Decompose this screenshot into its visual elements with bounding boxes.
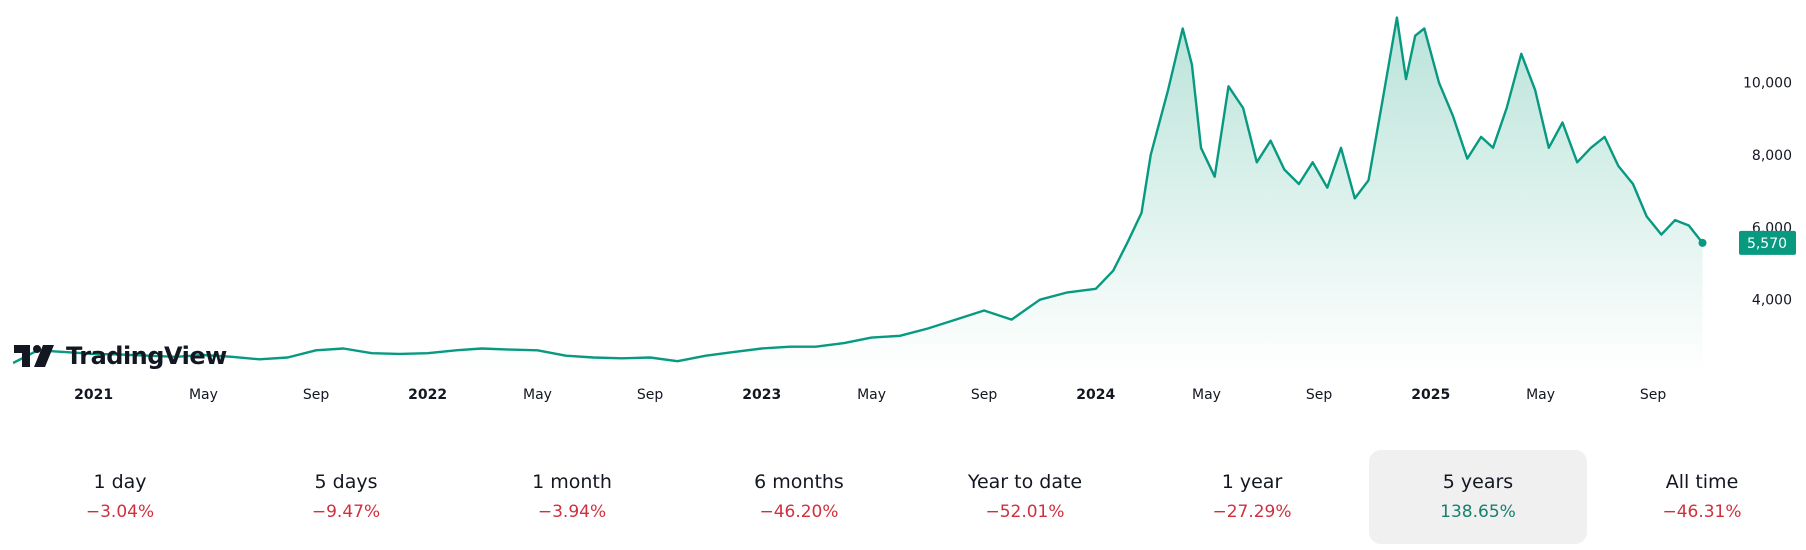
x-tick-label: 2025	[1411, 387, 1450, 403]
tradingview-logo: TradingView	[14, 338, 227, 374]
x-tick-label: 2024	[1076, 387, 1115, 403]
x-tick-label: Sep	[971, 387, 998, 403]
period-option-5-days[interactable]: 5 days −9.47%	[237, 450, 455, 544]
x-tick-label: 2022	[408, 387, 447, 403]
x-tick-label: Sep	[637, 387, 664, 403]
tradingview-logo-icon	[14, 345, 54, 367]
period-change-value: −3.04%	[85, 502, 155, 522]
x-tick-label: May	[1526, 387, 1555, 403]
period-selector: 1 day −3.04% 5 days −9.47% 1 month −3.94% 6 mo…	[0, 450, 1806, 544]
period-change-value: −9.47%	[311, 502, 381, 522]
y-tick-label: 10,000	[1743, 76, 1792, 92]
period-option-1-month[interactable]: 1 month −3.94%	[463, 450, 681, 544]
period-label: 5 years	[1442, 471, 1514, 493]
x-tick-label: 2021	[74, 387, 113, 403]
x-tick-label: Sep	[1640, 387, 1667, 403]
x-axis: 2021 May Sep 2022 May Sep 2023 May Sep 2024 May Sep…	[74, 387, 1666, 403]
last-price-dot	[1698, 238, 1707, 247]
x-tick-label: May	[523, 387, 552, 403]
period-change-value: −27.29%	[1212, 502, 1292, 522]
period-option-all-time[interactable]: All time −46.31%	[1593, 450, 1806, 544]
x-tick-label: 2023	[742, 387, 781, 403]
last-price-value: 5,570	[1747, 236, 1787, 252]
price-line	[12, 16, 1704, 365]
period-label: 1 month	[532, 471, 612, 493]
y-tick-label: 4,000	[1752, 293, 1792, 309]
period-change-value: −52.01%	[985, 502, 1065, 522]
tradingview-logo-text: TradingView	[66, 342, 227, 370]
x-tick-label: May	[189, 387, 218, 403]
period-option-6-months[interactable]: 6 months −46.20%	[690, 450, 908, 544]
x-tick-label: May	[1192, 387, 1221, 403]
period-label: 5 days	[314, 471, 378, 493]
price-area-fill	[13, 17, 1703, 372]
x-tick-label: May	[857, 387, 886, 403]
x-tick-label: Sep	[1306, 387, 1333, 403]
period-label: Year to date	[967, 471, 1083, 493]
period-option-year-to-date[interactable]: Year to date −52.01%	[916, 450, 1134, 544]
period-option-1-year[interactable]: 1 year −27.29%	[1143, 450, 1361, 544]
period-option-5-years[interactable]: 5 years 138.65%	[1369, 450, 1587, 544]
price-chart: 2021 May Sep 2022 May Sep 2023 May Sep 2024 May Sep…	[12, 16, 1796, 403]
period-label: 1 year	[1221, 471, 1283, 493]
last-price-tag: 5,570	[1739, 230, 1796, 255]
period-option-1-day[interactable]: 1 day −3.04%	[11, 450, 229, 544]
period-change-value: 138.65%	[1440, 502, 1516, 522]
period-label: 1 day	[93, 471, 147, 493]
period-change-value: −46.20%	[759, 502, 839, 522]
period-change-value: −3.94%	[537, 502, 607, 522]
period-label: 6 months	[754, 471, 844, 493]
period-change-value: −46.31%	[1662, 502, 1742, 522]
x-tick-label: Sep	[303, 387, 330, 403]
period-label: All time	[1665, 471, 1739, 493]
y-tick-label: 8,000	[1752, 148, 1792, 164]
